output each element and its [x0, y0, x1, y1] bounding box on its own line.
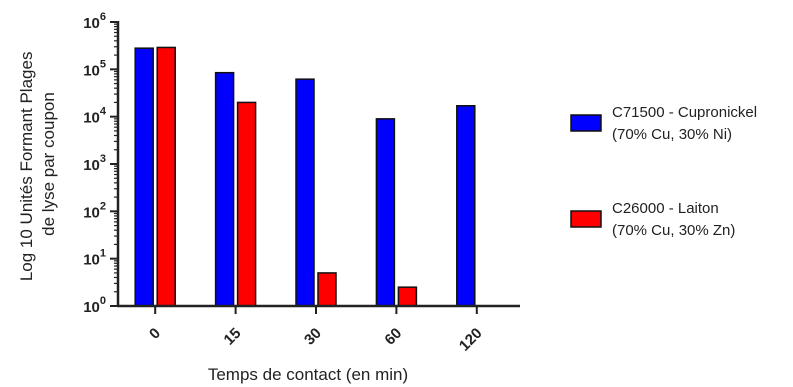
y-tick-label: 103	[83, 153, 106, 174]
x-tick-label: 0	[146, 325, 164, 343]
legend: C71500 - Cupronickel (70% Cu, 30% Ni) C260…	[570, 104, 757, 239]
bars-group	[134, 46, 476, 307]
x-tick-label: 15	[221, 325, 245, 349]
bar-series-2-60	[397, 286, 418, 307]
bar-series-1-60	[375, 118, 396, 307]
y-tick-label: 104	[83, 106, 107, 127]
x-tick-label: 30	[301, 325, 325, 349]
legend-label-series-1: C71500 - Cupronickel	[612, 104, 757, 121]
x-ticks: 0 15 30 60 120	[146, 306, 486, 355]
legend-label-series-2: C26000 - Laiton	[612, 200, 719, 217]
legend-swatch-series-2	[570, 210, 602, 228]
y-tick-label: 106	[83, 11, 106, 32]
legend-swatch-series-1	[570, 114, 602, 132]
y-axis-title-line-2: de lyse par coupon	[39, 92, 58, 236]
y-tick-label: 102	[83, 200, 106, 221]
bar-series-2-30	[317, 272, 337, 307]
y-axis-title: Log 10 Unités Formant Plages de lyse par…	[17, 47, 58, 281]
bar-series-1-30	[295, 78, 315, 307]
bar-series-1-15	[214, 71, 235, 307]
legend-label-series-2: (70% Cu, 30% Zn)	[612, 222, 735, 239]
x-axis-title: Temps de contact (en min)	[208, 365, 408, 384]
y-tick-label: 100	[83, 295, 106, 316]
legend-label-series-1: (70% Cu, 30% Ni)	[612, 126, 732, 143]
y-tick-label: 101	[83, 248, 106, 269]
y-axis-title-line-1: Log 10 Unités Formant Plages	[17, 52, 36, 282]
y-ticks: 100 101 102 103 104 105 106	[83, 11, 118, 316]
bar-series-1-0	[134, 47, 154, 307]
bar-series-1-120	[456, 105, 476, 307]
x-tick-label: 60	[381, 325, 405, 349]
bar-series-2-15	[236, 101, 257, 307]
y-tick-label: 105	[83, 58, 106, 79]
bar-series-2-0	[156, 46, 176, 307]
x-tick-label: 120	[456, 325, 486, 355]
